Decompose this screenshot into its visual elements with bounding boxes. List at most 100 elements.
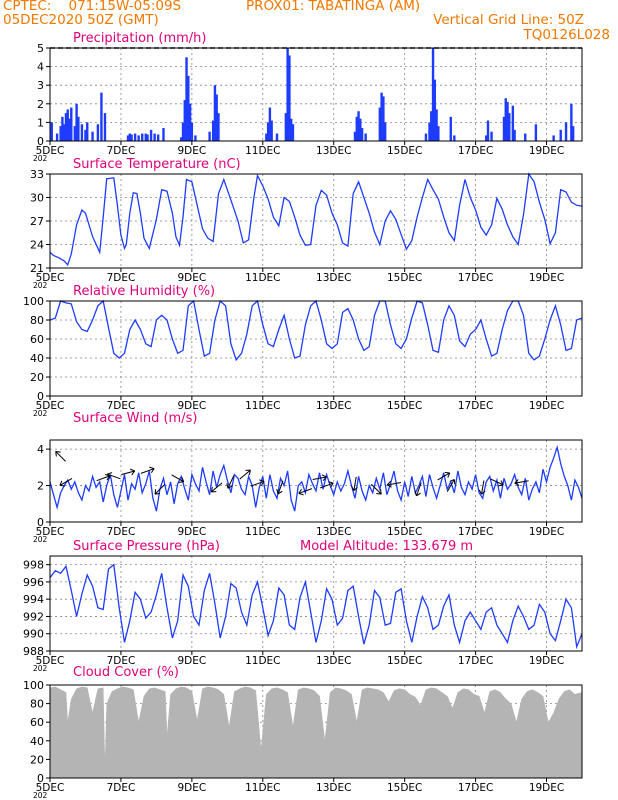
x-tick-label: 9DEC	[177, 272, 206, 284]
y-tick-label: 40	[30, 352, 44, 365]
wind-direction-arrow	[59, 477, 73, 487]
wind-direction-arrow	[171, 474, 185, 483]
panel-frame	[49, 47, 583, 142]
wind-direction-arrow	[478, 480, 486, 495]
precip-bar	[268, 107, 272, 141]
x-tick-label: 13DEC	[316, 782, 351, 794]
precip-bar	[156, 134, 160, 141]
wind-direction-arrow	[55, 450, 66, 462]
y-tick-label: 998	[23, 559, 44, 572]
header-model-id: TQ0126L028	[523, 27, 610, 43]
precip-bar	[359, 118, 362, 141]
x-year-label: 202	[33, 281, 48, 290]
x-tick-label: 17DEC	[458, 272, 493, 284]
precip-bar	[211, 120, 215, 141]
arrow-head	[276, 489, 283, 495]
precip-bar	[506, 101, 509, 141]
y-tick-label: 2	[37, 98, 44, 111]
precip-bar	[144, 133, 147, 141]
arrow-head	[154, 489, 161, 495]
arrow-shaft	[353, 476, 357, 491]
precip-bar	[380, 92, 383, 141]
precip-bar	[286, 48, 289, 141]
panel-frame	[49, 555, 583, 652]
wind-direction-arrow	[106, 472, 121, 480]
wind-direction-arrow	[386, 480, 402, 488]
x-year-label: 202	[33, 791, 48, 800]
precip-bar	[428, 122, 431, 141]
x-tick-label: 5DEC	[36, 526, 65, 538]
x-tick-label: 7DEC	[107, 526, 136, 538]
wind-direction-arrow	[154, 483, 166, 495]
precip-bar	[431, 48, 435, 141]
arrow-head	[498, 480, 504, 487]
precip-bar	[552, 135, 555, 141]
x-tick-label: 9DEC	[177, 782, 206, 794]
y-tick-label: 2	[37, 480, 44, 493]
panel-title: Precipitation (mm/h)	[73, 31, 206, 46]
panel-title: Cloud Cover (%)	[73, 665, 179, 680]
x-tick-label: 19DEC	[529, 272, 564, 284]
precip-bar	[187, 75, 190, 141]
precip-bar	[360, 127, 364, 141]
model-altitude-label: Model Altitude: 133.679 m	[300, 539, 473, 554]
panel-2: 21 24 27 30 33 5DEC 7DEC 9DEC 11DEC 13DEC 15DEC 17D…	[30, 157, 583, 290]
wind-direction-arrow	[226, 475, 235, 489]
panel-title: Surface Pressure (hPa)	[73, 539, 220, 554]
x-tick-label: 5DEC	[36, 655, 65, 667]
panel-border	[49, 173, 583, 269]
precip-bar	[180, 137, 183, 141]
precip-bar	[70, 107, 73, 141]
precip-bar	[146, 134, 149, 141]
header-location: CPTEC: 071:15W-05:09S	[3, 0, 182, 14]
precip-bar	[486, 120, 490, 141]
arrow-shaft	[154, 483, 166, 495]
x-tick-label: 9DEC	[177, 655, 206, 667]
precip-bar	[357, 111, 360, 141]
x-tick-label: 19DEC	[529, 782, 564, 794]
series-line	[49, 172, 583, 267]
series-line	[49, 563, 583, 650]
arrow-shaft	[121, 470, 135, 476]
precip-bar	[80, 124, 84, 141]
x-tick-label: 5DEC	[36, 272, 65, 284]
arrow-head	[376, 489, 382, 495]
y-tick-label: 0	[37, 135, 44, 148]
precip-bar	[75, 103, 78, 141]
arrow-shaft	[437, 472, 450, 481]
arrow-shaft	[298, 488, 313, 494]
precip-bar	[188, 103, 192, 141]
panel-border	[49, 47, 583, 142]
precip-bar	[378, 107, 382, 141]
y-tick-label: 60	[30, 716, 44, 729]
wind-direction-arrow	[298, 488, 313, 496]
precip-bar	[291, 124, 295, 141]
arrow-shaft	[446, 479, 455, 492]
precip-bar	[103, 113, 107, 141]
header-station: PROX01: TABATINGA (AM)	[246, 0, 421, 14]
precip-bar	[84, 129, 87, 141]
wind-direction-arrow	[414, 482, 422, 497]
x-tick-label: 19DEC	[529, 655, 564, 667]
x-tick-label: 11DEC	[245, 655, 280, 667]
precip-bar	[502, 116, 506, 141]
precip-bar	[275, 133, 279, 141]
x-tick-label: 15DEC	[387, 655, 422, 667]
x-tick-label: 7DEC	[107, 272, 136, 284]
panel-title: Relative Humidity (%)	[73, 284, 215, 299]
arrow-shaft	[370, 483, 382, 495]
precip-bar	[149, 129, 153, 141]
precip-bar	[571, 126, 575, 141]
arrow-shaft	[211, 482, 223, 493]
panel-4: 0 2 4 5DEC 7DEC 9DEC 11DEC 13DEC 15DEC 17DEC 19DEC…	[33, 411, 583, 544]
x-tick-label: 13DEC	[316, 400, 351, 412]
wind-direction-arrow	[514, 479, 529, 486]
precip-bar	[130, 134, 133, 141]
arrow-shaft	[387, 482, 402, 486]
arrow-head	[106, 472, 113, 479]
x-tick-label: 19DEC	[529, 145, 564, 157]
precip-bar	[424, 133, 428, 141]
x-tick-label: 7DEC	[107, 655, 136, 667]
x-tick-label: 17DEC	[458, 526, 493, 538]
y-tick-label: 988	[23, 645, 44, 658]
